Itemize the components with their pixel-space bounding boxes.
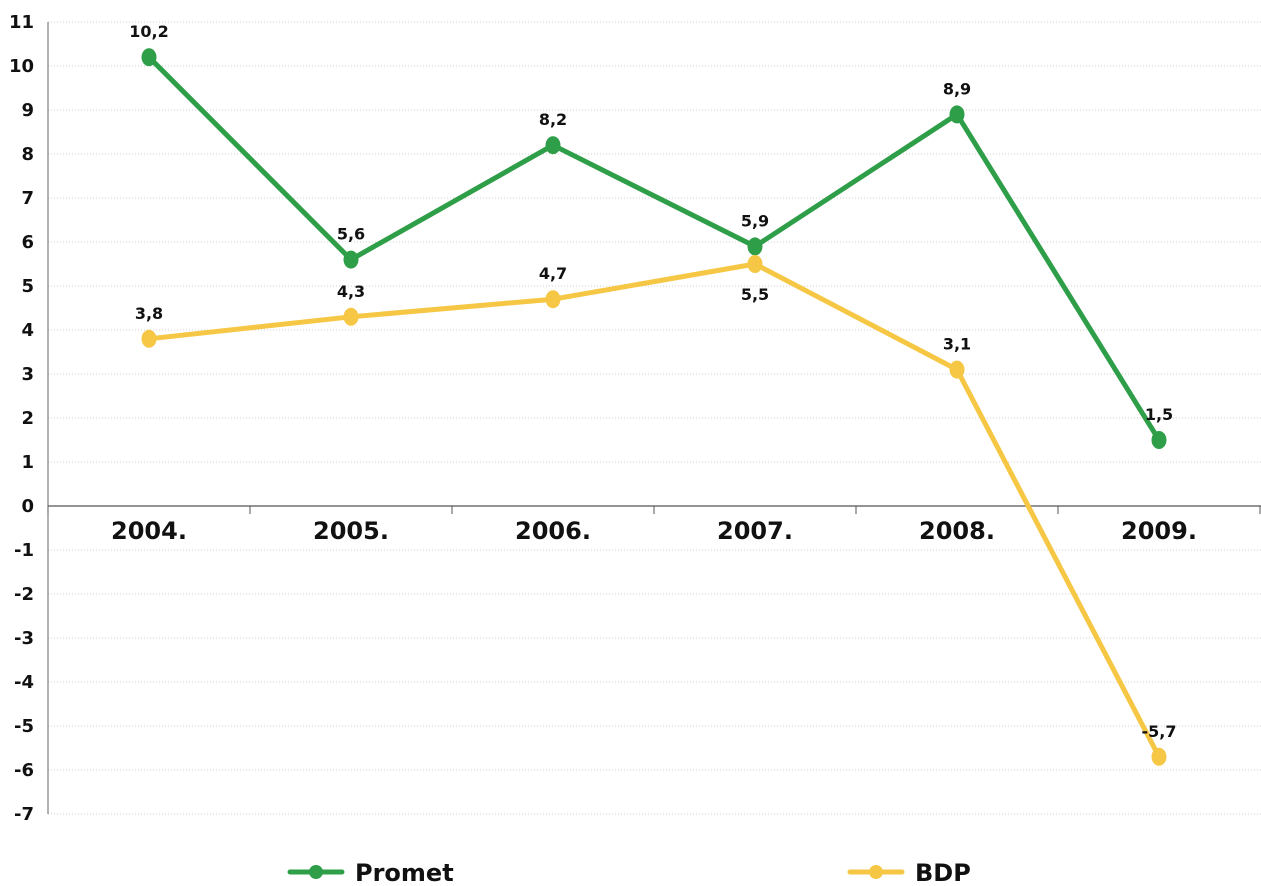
data-label: 5,9 xyxy=(741,211,769,230)
y-tick-label: 2 xyxy=(21,408,34,429)
data-point xyxy=(747,237,763,256)
data-label: 4,7 xyxy=(539,264,567,283)
data-label: -5,7 xyxy=(1142,722,1177,741)
y-tick-label: 4 xyxy=(21,320,34,341)
y-tick-label: 10 xyxy=(9,56,34,77)
gridlines xyxy=(48,21,1261,815)
y-tick-label: 3 xyxy=(21,364,34,385)
y-tick-label: -6 xyxy=(14,760,34,781)
legend: Promet BDP xyxy=(287,859,971,886)
y-tick-label: 8 xyxy=(21,144,34,165)
y-tick-label: -2 xyxy=(14,584,34,605)
y-tick-label: -5 xyxy=(14,716,34,737)
data-point xyxy=(343,250,359,269)
data-point xyxy=(949,360,965,379)
series-line-promet xyxy=(146,54,1162,443)
data-point xyxy=(141,48,157,67)
y-tick-label: 0 xyxy=(21,496,34,517)
data-labels: 10,2 5,6 8,2 5,9 8,9 1,5 3,8 4,3 4,7 5,5 3,1 -5,7 xyxy=(129,22,1176,741)
data-label: 3,8 xyxy=(135,304,163,323)
x-tick-label: 2008. xyxy=(919,517,995,545)
x-tick-label: 2004. xyxy=(111,517,187,545)
y-tick-label: -3 xyxy=(14,628,34,649)
data-point xyxy=(545,290,561,309)
data-point xyxy=(545,136,561,155)
series xyxy=(141,48,1167,766)
y-tick-label: 7 xyxy=(21,188,34,209)
data-label: 10,2 xyxy=(129,22,168,41)
y-tick-label: 5 xyxy=(21,276,34,297)
x-tick-label: 2009. xyxy=(1121,517,1197,545)
data-point xyxy=(343,307,359,326)
legend-marker xyxy=(869,865,883,879)
x-tick-label: 2007. xyxy=(717,517,793,545)
data-label: 1,5 xyxy=(1145,405,1173,424)
y-tick-label: 1 xyxy=(21,452,34,473)
legend-label-promet: Promet xyxy=(355,859,454,886)
data-point xyxy=(1151,431,1167,449)
y-tick-label: 11 xyxy=(9,12,34,33)
y-tick-label: -4 xyxy=(14,672,34,693)
y-tick-label: -1 xyxy=(14,540,34,561)
data-label: 5,6 xyxy=(337,225,365,244)
x-axis: 2004. 2005. 2006. 2007. 2008. 2009. xyxy=(47,505,1261,545)
data-point xyxy=(1151,747,1167,766)
y-tick-label: 6 xyxy=(21,232,34,253)
x-tick-label: 2005. xyxy=(313,517,389,545)
legend-label-bdp: BDP xyxy=(915,859,971,886)
data-point xyxy=(949,105,965,124)
data-label: 5,5 xyxy=(741,285,769,304)
data-label: 3,1 xyxy=(943,335,971,354)
series-line-bdp xyxy=(146,261,1162,760)
x-tick-label: 2006. xyxy=(515,517,591,545)
y-tick-label: -7 xyxy=(14,804,34,825)
data-label: 8,2 xyxy=(539,110,567,129)
y-tick-label: 9 xyxy=(21,100,34,121)
data-point xyxy=(141,329,157,348)
data-label: 4,3 xyxy=(337,282,365,301)
legend-marker xyxy=(309,865,323,879)
data-label: 8,9 xyxy=(943,79,971,98)
data-point xyxy=(747,255,763,273)
